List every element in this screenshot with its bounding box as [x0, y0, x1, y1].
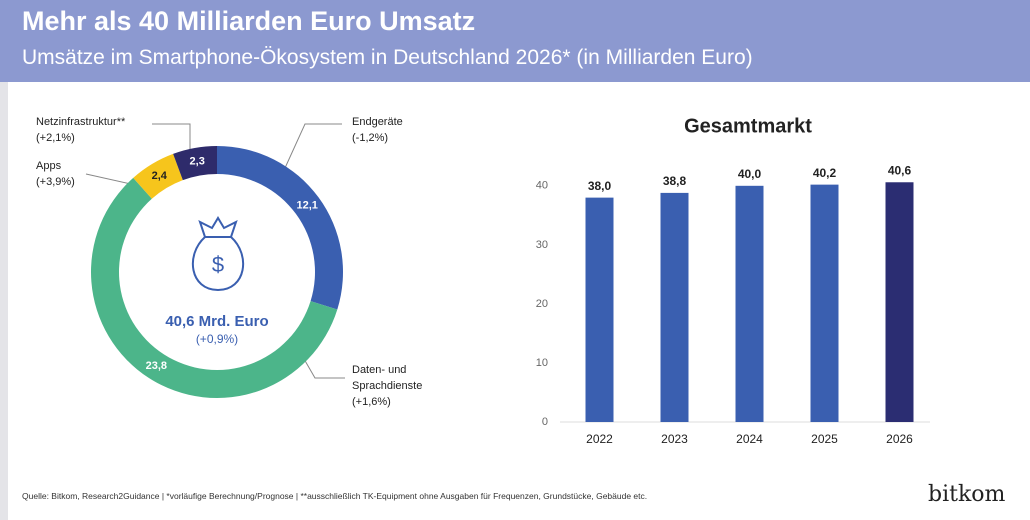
donut-slice — [133, 153, 183, 199]
change-label: (+2,1%) — [36, 132, 75, 144]
donut-slice — [173, 146, 217, 181]
logo: bitkom — [928, 482, 1006, 507]
x-tick-label: 2024 — [736, 432, 763, 446]
y-tick-label: 20 — [536, 298, 548, 310]
source-note: Quelle: Bitkom, Research2Guidance | *vor… — [22, 491, 648, 501]
center-sublabel: (+0,9%) — [196, 332, 238, 346]
x-tick-label: 2022 — [586, 432, 613, 446]
chart-title: Gesamtmarkt — [684, 115, 812, 137]
donut-slice — [91, 177, 338, 398]
bar — [885, 182, 914, 422]
center-label: 40,6 Mrd. Euro — [165, 313, 268, 330]
change-label: (+3,9%) — [36, 176, 75, 188]
change-label: (+1,6%) — [352, 396, 391, 408]
slice-label: 2,3 — [190, 156, 205, 168]
leader-line — [152, 123, 191, 158]
x-tick-label: 2025 — [811, 432, 838, 446]
money-bag-icon: $ — [191, 216, 245, 292]
bar — [660, 192, 689, 422]
bar — [585, 197, 614, 422]
category-label: Endgeräte (-1,2%) — [352, 114, 472, 146]
leader-line — [284, 123, 342, 169]
slice-label: 2,4 — [152, 170, 168, 182]
side-bar — [0, 82, 8, 520]
y-tick-label: 10 — [536, 357, 548, 369]
bar — [735, 185, 764, 422]
x-tick-label: 2023 — [661, 432, 688, 446]
y-tick-label: 40 — [536, 180, 548, 192]
slice-label: 23,8 — [146, 360, 167, 372]
svg-text:$: $ — [212, 252, 224, 277]
value-label: 40,2 — [813, 166, 837, 180]
slice-label: 12,1 — [296, 200, 317, 212]
donut-slice — [217, 146, 343, 310]
bar — [810, 184, 839, 422]
change-label: (-1,2%) — [352, 132, 389, 144]
value-label: 38,0 — [588, 179, 612, 193]
y-tick-label: 0 — [542, 416, 548, 428]
title: Mehr als 40 Milliarden Euro Umsatz — [22, 6, 476, 36]
category-label: Daten- und Sprachdienste (+1,6%) — [352, 362, 442, 410]
y-tick-label: 30 — [536, 239, 548, 251]
value-label: 40,6 — [888, 163, 912, 177]
category-label: Netzinfrastruktur** (+2,1%) — [36, 114, 166, 146]
header: Mehr als 40 Milliarden Euro Umsatz Umsät… — [0, 0, 1030, 82]
value-label: 38,8 — [663, 174, 687, 188]
value-label: 40,0 — [738, 167, 762, 181]
category-label: Apps (+3,9%) — [36, 158, 156, 190]
subtitle: Umsätze im Smartphone-Ökosystem in Deuts… — [22, 46, 753, 69]
x-tick-label: 2026 — [886, 432, 913, 446]
